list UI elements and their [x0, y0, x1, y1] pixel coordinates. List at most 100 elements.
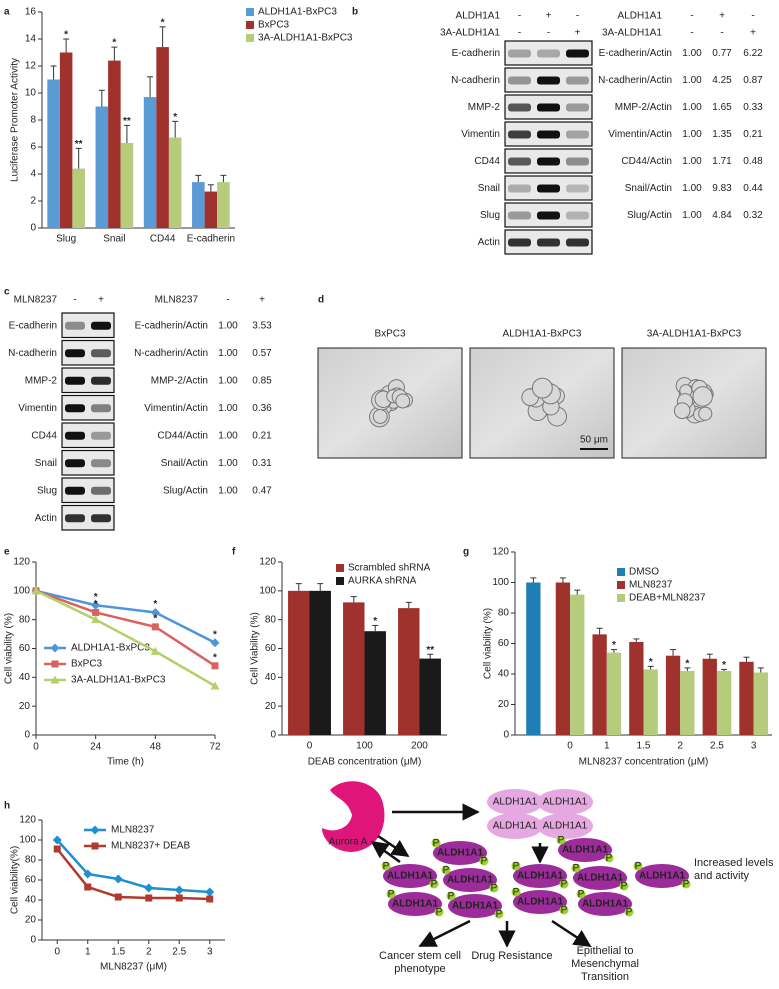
bar	[59, 52, 73, 228]
significance-label: *	[649, 657, 653, 668]
panel-letter: h	[4, 801, 10, 812]
phospho-label: P	[496, 909, 503, 920]
blot-band	[566, 76, 589, 85]
cell	[372, 409, 388, 424]
y-tick-label: 0	[30, 935, 36, 946]
significance-label: **	[123, 116, 131, 127]
phospho-dot	[511, 887, 521, 897]
blot-row-label: CD44	[31, 430, 57, 441]
blot-row-label: N-cadherin	[8, 348, 57, 359]
legend-marker	[90, 825, 100, 835]
enzyme-label: ALDH1A1	[493, 821, 538, 832]
enzyme-label: ALDH1A1	[387, 871, 434, 882]
blot-band	[91, 404, 111, 413]
point	[91, 615, 101, 624]
y-tick-label: 120	[492, 547, 509, 558]
bar	[217, 182, 230, 228]
phospho-label: P	[621, 881, 628, 892]
phospho-label: P	[431, 879, 438, 890]
enzyme-blob	[558, 838, 612, 862]
enzyme-label: ALDH1A1	[517, 871, 564, 882]
phospho-label: P	[635, 861, 642, 872]
ratio-value: 0.87	[743, 75, 763, 86]
y-tick-label: 20	[265, 701, 277, 712]
legend-label: BxPC3	[258, 20, 290, 31]
x-tick-label: 2.5	[172, 947, 186, 958]
y-tick-label: 2	[30, 196, 36, 207]
enzyme-blob	[513, 864, 567, 888]
enzyme-label: ALDH1A1	[517, 897, 564, 908]
lane-sign: +	[259, 295, 265, 306]
x-axis-label: MLN8237 (μM)	[100, 962, 167, 973]
legend-label: MLN8237	[629, 580, 673, 591]
x-tick-label: 2	[677, 741, 683, 752]
point	[84, 883, 92, 891]
point	[83, 869, 93, 879]
point	[205, 887, 215, 897]
x-tick-label: 2.5	[710, 741, 724, 752]
series-line	[56, 839, 210, 894]
bar	[168, 137, 182, 228]
lane-sign: -	[576, 11, 579, 22]
bar	[606, 652, 622, 735]
blot-band	[566, 157, 589, 166]
y-tick-label: 100	[259, 585, 276, 596]
blot-band	[537, 130, 560, 139]
y-tick-label: 60	[265, 643, 277, 654]
phospho-dot	[386, 889, 396, 899]
blot-band	[566, 184, 589, 193]
blot-row-label: Snail	[35, 458, 57, 469]
y-tick-label: 8	[30, 115, 36, 126]
ratio-value: 1.00	[218, 458, 238, 469]
lane-header: ALDH1A1	[618, 11, 663, 22]
phospho-label: P	[606, 853, 613, 864]
legend-marker	[51, 660, 59, 668]
image-caption: 3A-ALDH1A1-BxPC3	[647, 329, 742, 340]
bar	[398, 608, 420, 735]
phospho-label: P	[383, 861, 390, 872]
y-tick-label: 100	[19, 835, 36, 846]
bar	[343, 602, 365, 735]
lane-header: 3A-ALDH1A1	[440, 28, 500, 39]
kinase-label: Aurora A	[329, 837, 368, 848]
enzyme-blob	[573, 866, 627, 890]
phospho-dot	[446, 891, 456, 901]
legend-label: 3A-ALDH1A1-BxPC3	[258, 33, 353, 44]
legend-marker	[91, 842, 99, 850]
lane-sign: -	[518, 28, 521, 39]
ratio-value: 1.00	[218, 320, 238, 331]
ratio-value: 0.31	[252, 458, 272, 469]
ratio-value: 1.00	[218, 485, 238, 496]
y-tick-label: 40	[265, 672, 277, 683]
ratio-value: 0.36	[252, 403, 272, 414]
phospho-label: P	[388, 889, 395, 900]
lane-sign: +	[750, 28, 756, 39]
bar	[665, 655, 681, 735]
x-tick-label: 1	[85, 947, 91, 958]
phospho-dot	[576, 889, 586, 899]
legend-label: 3A-ALDH1A1-BxPC3	[71, 675, 166, 686]
phospho-label: P	[436, 907, 443, 918]
enzyme-blob	[443, 868, 497, 892]
enzyme-blob	[383, 864, 437, 888]
legend-label: DEAB+MLN8237	[629, 593, 706, 604]
phospho-label: P	[433, 838, 440, 849]
ratio-value: 0.33	[743, 102, 763, 113]
x-tick-label: 0	[567, 741, 573, 752]
y-axis-label: Luciferase Promoter Activity	[10, 58, 21, 182]
blot-band	[65, 514, 85, 523]
arrow	[418, 919, 471, 948]
enzyme-label: ALDH1A1	[639, 871, 686, 882]
ratio-value: 1.00	[218, 430, 238, 441]
phospho-label: P	[561, 905, 568, 916]
blot-band	[91, 349, 111, 358]
significance-label: *	[722, 660, 726, 671]
panel-letter: f	[232, 547, 236, 558]
ratio-value: 4.25	[712, 75, 732, 86]
blot-row-label: E-cadherin	[9, 320, 57, 331]
significance-label: *	[153, 599, 157, 610]
arrow	[551, 919, 592, 948]
tetramer-subunit	[537, 813, 593, 839]
y-tick-label: 100	[13, 585, 30, 596]
series-line	[35, 589, 216, 667]
